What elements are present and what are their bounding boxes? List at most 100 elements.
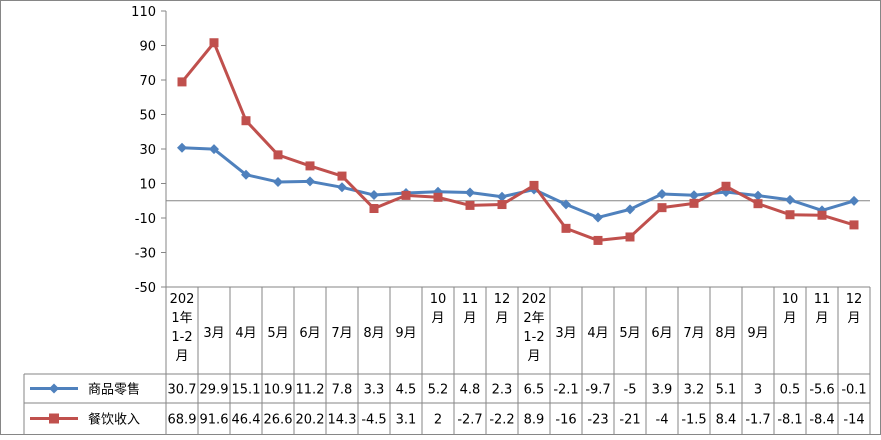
y-tick-label: 90: [139, 40, 156, 55]
data-point-square: [721, 181, 731, 191]
data-point-square: [529, 180, 539, 190]
category-label-line: 202: [170, 292, 195, 307]
category-label-line: 7月: [683, 326, 704, 341]
category-label-line: 月: [527, 349, 540, 364]
table-cell-value: -5: [624, 383, 637, 398]
category-label: 6月: [299, 326, 320, 341]
table-cell-value: 11.2: [296, 383, 325, 398]
table-cell-value: 3.2: [684, 383, 705, 398]
table-cell-value: -4.5: [361, 413, 386, 428]
category-label: 5月: [267, 326, 288, 341]
table-cell-value: 8.9: [524, 413, 545, 428]
table-cell-value: 5.2: [428, 383, 449, 398]
data-point-diamond: [369, 190, 379, 201]
y-tick-label: 10: [139, 178, 156, 193]
data-point-square: [817, 210, 827, 220]
legend-diamond-marker: [49, 383, 59, 394]
data-point-square: [561, 223, 571, 233]
category-label: 3月: [555, 326, 576, 341]
y-tick-label: 50: [139, 109, 156, 124]
y-tick-label: -30: [135, 247, 156, 262]
category-label: 11 月: [814, 292, 831, 326]
category-label-line: 10: [430, 292, 447, 307]
category-label-line: 1-2: [523, 330, 544, 345]
category-label: 9月: [395, 326, 416, 341]
table-cell-value: 8.4: [716, 413, 737, 428]
table-cell-value: -21: [619, 413, 640, 428]
table-cell-value: 46.4: [232, 413, 261, 428]
table-cell-value: 3.3: [364, 383, 385, 398]
category-label-line: 10: [782, 292, 799, 307]
category-label: 7月: [683, 326, 704, 341]
category-label-line: 8月: [363, 326, 384, 341]
data-point-diamond: [465, 187, 475, 198]
table-cell-value: 3: [754, 383, 762, 398]
table-cell-value: 91.6: [200, 413, 229, 428]
category-label-line: 5月: [267, 326, 288, 341]
data-point-square: [657, 203, 667, 213]
category-label-line: 月: [783, 311, 796, 326]
table-cell-value: 15.1: [232, 383, 261, 398]
category-label: 7月: [331, 326, 352, 341]
data-point-diamond: [305, 176, 315, 187]
category-label-line: 6月: [651, 326, 672, 341]
category-label-line: 12: [846, 292, 863, 307]
category-label-line: 7月: [331, 326, 352, 341]
table-cell-value: -23: [587, 413, 608, 428]
data-point-diamond: [849, 195, 859, 206]
category-label-line: 11: [814, 292, 831, 307]
category-label-line: 4月: [587, 326, 608, 341]
category-label: 10 月: [782, 292, 799, 326]
table-cell-value: 0.5: [780, 383, 801, 398]
table-cell-value: -8.1: [777, 413, 802, 428]
data-point-square: [689, 198, 699, 208]
category-label-line: 4月: [235, 326, 256, 341]
category-label-line: 月: [495, 311, 508, 326]
data-point-square: [625, 232, 635, 242]
data-point-square: [465, 200, 475, 210]
legend-square-marker: [49, 413, 59, 424]
data-point-diamond: [337, 182, 347, 193]
data-point-diamond: [177, 142, 187, 153]
table-cell-value: -2.1: [553, 383, 578, 398]
data-point-diamond: [625, 204, 635, 215]
table-cell-value: 4.5: [396, 383, 417, 398]
category-label: 8月: [363, 326, 384, 341]
category-label-line: 5月: [619, 326, 640, 341]
category-label: 4月: [235, 326, 256, 341]
data-point-square: [497, 200, 507, 210]
data-point-square: [593, 235, 603, 245]
data-point-square: [753, 199, 763, 209]
data-point-square: [209, 38, 219, 48]
category-label: 8月: [715, 326, 736, 341]
category-label: 3月: [203, 326, 224, 341]
legend-label: 餐饮收入: [88, 412, 140, 428]
table-cell-value: -4: [656, 413, 669, 428]
table-cell-value: 10.9: [264, 383, 293, 398]
table-cell-value: 5.1: [716, 383, 737, 398]
data-point-square: [785, 210, 795, 220]
data-point-square: [369, 204, 379, 214]
category-label: 202 2年 1-2 月: [522, 292, 547, 364]
table-cell-value: -14: [843, 413, 864, 428]
data-point-square: [241, 116, 251, 126]
y-tick-label: -10: [135, 212, 156, 227]
data-point-diamond: [561, 199, 571, 210]
y-tick-label: 110: [131, 5, 156, 20]
table-cell-value: -8.4: [809, 413, 834, 428]
category-label-line: 9月: [747, 326, 768, 341]
data-point-diamond: [689, 190, 699, 201]
table-cell-value: 26.6: [264, 413, 293, 428]
category-label-line: 11: [462, 292, 479, 307]
y-tick-label: -50: [135, 281, 156, 296]
data-point-diamond: [241, 169, 251, 180]
series-line: [180, 41, 855, 242]
category-label-line: 月: [463, 311, 476, 326]
data-point-diamond: [497, 191, 507, 202]
category-label-line: 1年: [171, 311, 192, 326]
y-tick-label: 70: [139, 74, 156, 89]
table-cell-value: 6.5: [524, 383, 545, 398]
data-point-square: [401, 190, 411, 200]
